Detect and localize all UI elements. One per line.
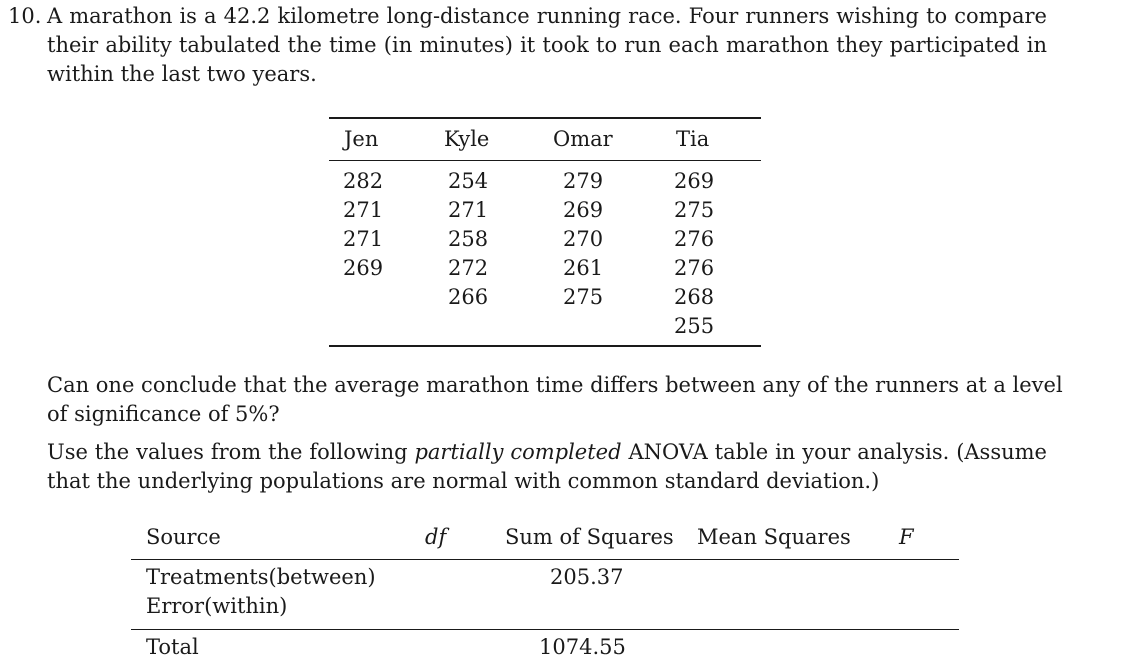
marathon-times-table: Jen Kyle Omar Tia 282 271 271 269 254 27…: [329, 117, 761, 347]
instruction-line-2: that the underlying populations are norm…: [47, 469, 880, 493]
instruction-text-b: ANOVA table in your analysis. (Assume: [628, 440, 1047, 464]
intro-line-2: their ability tabulated the time (in min…: [47, 33, 1047, 57]
time-cell: 275: [674, 198, 715, 222]
anova-header-sum-of-squares: Sum of Squares: [505, 525, 674, 549]
anova-header-source: Source: [146, 525, 221, 549]
anova-row-treatments-source: Treatments(between): [146, 565, 376, 589]
header-kyle: Kyle: [444, 127, 490, 151]
question-instruction: Use the values from the following partia…: [47, 438, 1047, 496]
anova-row-total-ss: 1074.55: [539, 635, 626, 659]
time-cell: 269: [563, 198, 604, 222]
prompt-line-2: of significance of 5%?: [47, 402, 280, 426]
time-cell: 276: [674, 227, 715, 251]
time-cell: 254: [448, 169, 489, 193]
time-cell: 282: [343, 169, 384, 193]
instruction-text-a: Use the values from the following: [47, 440, 408, 464]
time-cell: 271: [343, 198, 384, 222]
time-cell: 261: [563, 256, 604, 280]
anova-total-rule: [131, 629, 959, 630]
anova-header-rule: [131, 559, 959, 560]
time-cell: 271: [448, 198, 489, 222]
instruction-line-1: Use the values from the following partia…: [47, 438, 1047, 467]
header-tia: Tia: [676, 127, 710, 151]
intro-line-1: A marathon is a 42.2 kilometre long-dist…: [47, 4, 1047, 28]
tia-times-column: 269 275 276 276 268 255: [674, 167, 714, 341]
time-cell: 269: [343, 256, 384, 280]
time-cell: 258: [448, 227, 489, 251]
time-cell: 271: [343, 227, 384, 251]
prompt-line-1: Can one conclude that the average marath…: [47, 373, 1063, 397]
anova-row-treatments-ss: 205.37: [550, 565, 624, 589]
times-table-body: 282 271 271 269 254 271 258 272 266 279 …: [329, 161, 761, 345]
anova-row-error-source: Error(within): [146, 594, 288, 618]
instruction-emphasis: partially completed: [414, 440, 622, 464]
time-cell: 275: [563, 285, 604, 309]
question-number: 10.: [8, 4, 42, 28]
anova-header-mean-squares: Mean Squares: [697, 525, 851, 549]
jen-times-column: 282 271 271 269: [343, 167, 383, 283]
intro-line-3: within the last two years.: [47, 62, 317, 86]
header-omar: Omar: [553, 127, 613, 151]
anova-row-total-source: Total: [146, 635, 199, 659]
time-cell: 255: [674, 314, 715, 338]
omar-times-column: 279 269 270 261 275: [563, 167, 603, 312]
question-prompt: Can one conclude that the average marath…: [47, 371, 1063, 429]
time-cell: 269: [674, 169, 715, 193]
header-jen: Jen: [344, 127, 379, 151]
anova-header-df: df: [425, 525, 447, 549]
time-cell: 279: [563, 169, 604, 193]
kyle-times-column: 254 271 258 272 266: [448, 167, 488, 312]
time-cell: 272: [448, 256, 489, 280]
question-intro: A marathon is a 42.2 kilometre long-dist…: [47, 2, 1047, 89]
time-cell: 270: [563, 227, 604, 251]
times-table-header: Jen Kyle Omar Tia: [329, 119, 761, 161]
time-cell: 266: [448, 285, 489, 309]
time-cell: 276: [674, 256, 715, 280]
anova-header-f: F: [899, 525, 914, 549]
time-cell: 268: [674, 285, 715, 309]
